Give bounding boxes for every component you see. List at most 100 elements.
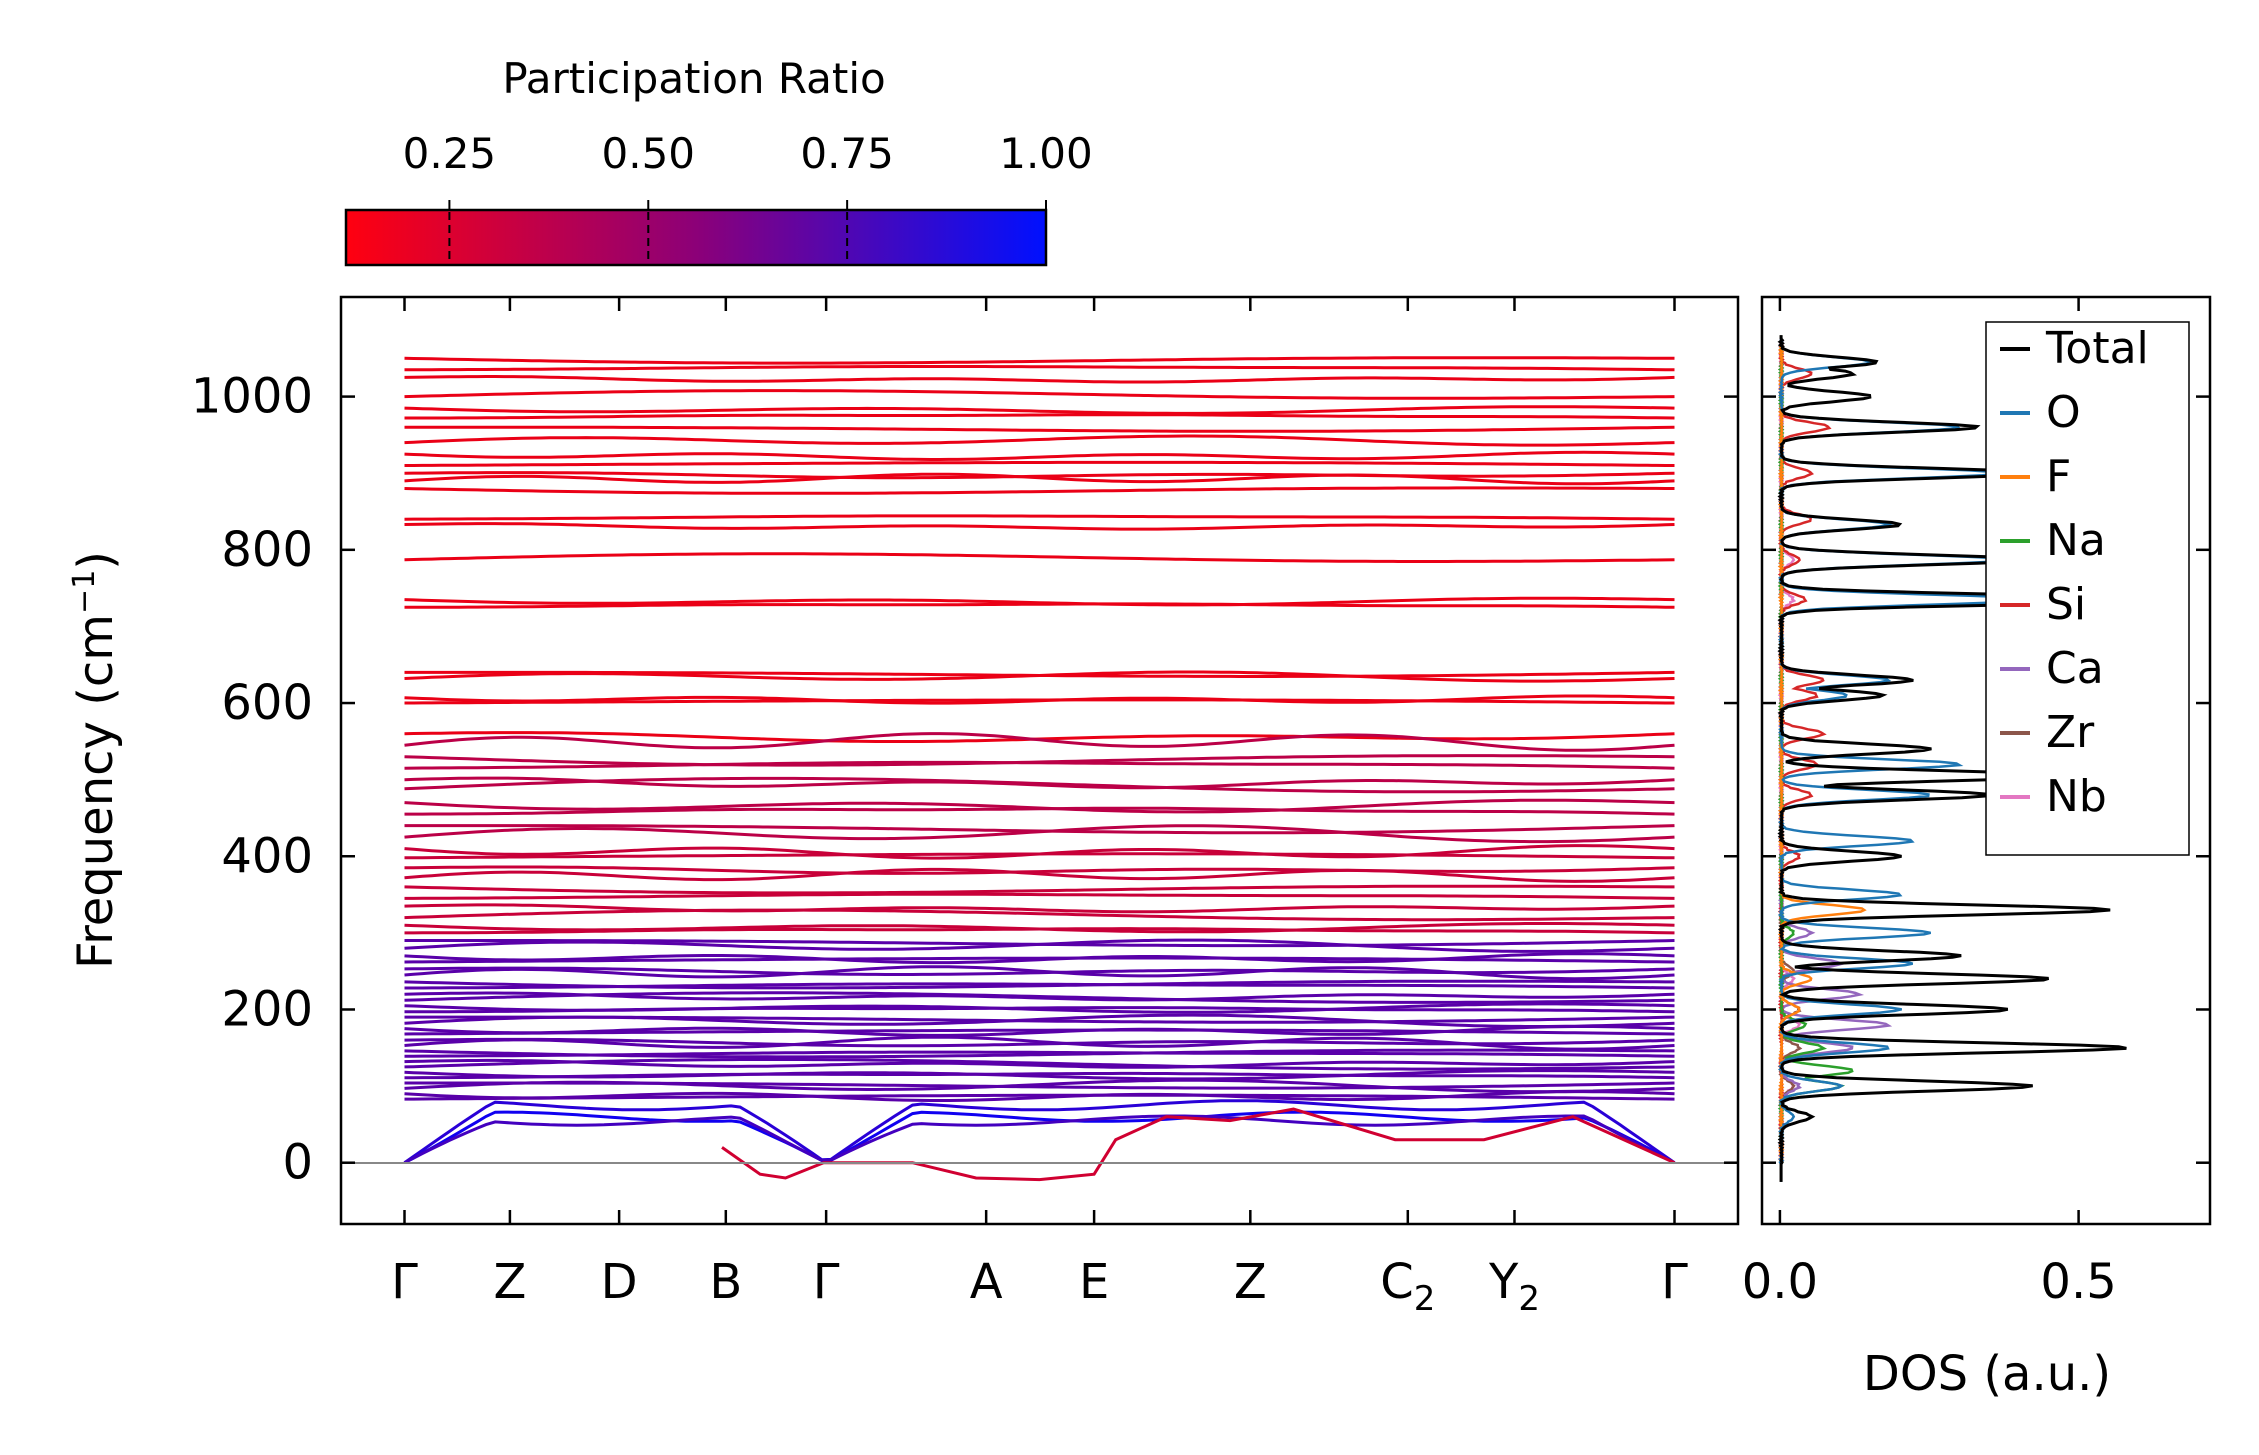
phonon-band xyxy=(404,908,1675,922)
phonon-band xyxy=(404,1093,1675,1101)
band-y-axis-label: Frequency (cm−1) xyxy=(67,551,124,969)
legend-items: Total OF Na Si Ca Zr Nb xyxy=(2000,323,2149,822)
phonon-band xyxy=(404,824,1675,844)
k-point-label: Γ xyxy=(391,1254,418,1310)
phonon-band xyxy=(404,965,1675,981)
phonon-band xyxy=(404,732,1675,752)
phonon-band xyxy=(404,1013,1675,1028)
phonon-band xyxy=(404,927,1675,935)
phonon-band xyxy=(404,698,1675,705)
k-point-label: D xyxy=(601,1254,638,1310)
legend-label: Total xyxy=(2045,323,2149,374)
colorbar: Participation Ratio 0.25 0.50 0.75 1.00 xyxy=(344,54,1093,267)
phonon-band xyxy=(404,806,1675,816)
phonon-band xyxy=(404,434,1675,447)
phonon-band xyxy=(404,867,1675,883)
band-frame xyxy=(339,295,1740,1226)
colorbar-gradient xyxy=(344,208,1048,267)
phonon-band xyxy=(404,865,1675,875)
phonon-band xyxy=(404,1078,1675,1094)
phonon-band xyxy=(404,365,1675,372)
acoustic-branch xyxy=(403,1099,1676,1164)
phonon-band xyxy=(404,903,1675,914)
phonon-band xyxy=(404,852,1675,860)
dos-x-tick-label: 0.0 xyxy=(1742,1254,1818,1310)
legend-label: Nb xyxy=(2046,771,2107,822)
k-point-label: Γ xyxy=(813,1254,840,1310)
phonon-band xyxy=(404,938,1675,953)
k-point-label: E xyxy=(1079,1254,1109,1310)
colorbar-tick-label: 0.75 xyxy=(800,129,894,178)
y-tick-label: 800 xyxy=(221,522,313,578)
dos-curve-f xyxy=(1777,335,1867,1182)
band-x-axis: Γ Z D B Γ A E Z C2 Y2 Γ xyxy=(391,297,1688,1319)
legend-label: Si xyxy=(2046,579,2086,630)
phonon-band xyxy=(404,1035,1675,1051)
phonon-band xyxy=(404,405,1675,415)
colorbar-tick-label: 0.50 xyxy=(602,129,696,178)
phonon-band xyxy=(404,892,1675,900)
colorbar-tick-label: 0.25 xyxy=(403,129,497,178)
band-structure-panel: 0 200 400 600 800 1000 Γ Z D B Γ A E Z C2 Y2 Γ Frequenc… xyxy=(67,295,1740,1319)
dos-panel: 0.0 0.5 DOS (a.u.) Total OF Na Si Ca Zr Nb xyxy=(1742,295,2212,1402)
dos-frame xyxy=(1760,295,2212,1226)
phonon-band xyxy=(404,956,1675,964)
phonon-band xyxy=(404,1050,1675,1058)
colorbar-title: Participation Ratio xyxy=(502,54,885,103)
legend-label: Zr xyxy=(2046,707,2095,758)
soft-mode-branch xyxy=(721,1107,1676,1182)
y-tick-label: 0 xyxy=(282,1135,313,1191)
dos-x-tick-label: 0.5 xyxy=(2040,1254,2116,1310)
phonon-band xyxy=(404,884,1675,895)
phonon-band xyxy=(404,413,1675,420)
phonon-bands xyxy=(403,356,1676,1182)
k-point-label: C2 xyxy=(1380,1254,1435,1319)
phonon-band xyxy=(404,596,1675,607)
dos-x-axis: 0.0 0.5 xyxy=(1742,297,2210,1310)
phonon-band xyxy=(404,602,1675,609)
band-y-axis: 0 200 400 600 800 1000 xyxy=(191,369,1738,1191)
legend-label: Na xyxy=(2046,515,2106,566)
y-tick-label: 600 xyxy=(221,675,313,731)
y-tick-label: 400 xyxy=(221,828,313,884)
y-tick-label: 200 xyxy=(221,981,313,1037)
phonon-band xyxy=(404,356,1675,365)
k-point-label: Z xyxy=(1234,1254,1267,1310)
k-point-label: Γ xyxy=(1661,1254,1688,1310)
phonon-band xyxy=(404,472,1675,486)
colorbar-ticks: 0.25 0.50 0.75 1.00 xyxy=(403,129,1093,263)
acoustic-branch xyxy=(403,1114,1676,1165)
phonon-band xyxy=(404,552,1675,563)
phonon-band xyxy=(404,375,1675,384)
y-tick-label: 1000 xyxy=(191,369,313,425)
phonon-band xyxy=(404,982,1675,990)
colorbar-tick-label: 1.00 xyxy=(999,129,1093,178)
legend-label: F xyxy=(2046,451,2071,502)
k-point-label: B xyxy=(709,1254,742,1310)
phonon-band xyxy=(404,1058,1675,1069)
phonon-band xyxy=(404,1006,1675,1014)
legend-label: O xyxy=(2046,387,2081,438)
phonon-band xyxy=(404,1028,1675,1036)
k-point-label: A xyxy=(970,1254,1003,1310)
phonon-band xyxy=(404,460,1675,467)
phonon-band xyxy=(404,760,1675,770)
phonon-band xyxy=(404,486,1675,495)
dos-curves xyxy=(1777,335,2185,1182)
phonon-band xyxy=(404,1058,1675,1071)
phonon-band xyxy=(404,670,1675,683)
phonon-band xyxy=(404,389,1675,400)
phonon-band xyxy=(404,450,1675,461)
k-point-label: Z xyxy=(493,1254,526,1310)
dos-legend: Total OF Na Si Ca Zr Nb xyxy=(1985,321,2190,856)
phonon-band xyxy=(404,425,1675,433)
dos-x-axis-label: DOS (a.u.) xyxy=(1863,1346,2111,1402)
phonon-band xyxy=(404,522,1675,531)
phonon-band xyxy=(404,991,1675,1004)
k-point-label: Y2 xyxy=(1488,1254,1540,1319)
legend-box xyxy=(1985,321,2190,856)
phonon-band xyxy=(404,776,1675,794)
phonon-band xyxy=(404,1071,1675,1080)
legend-label: Ca xyxy=(2046,643,2104,694)
